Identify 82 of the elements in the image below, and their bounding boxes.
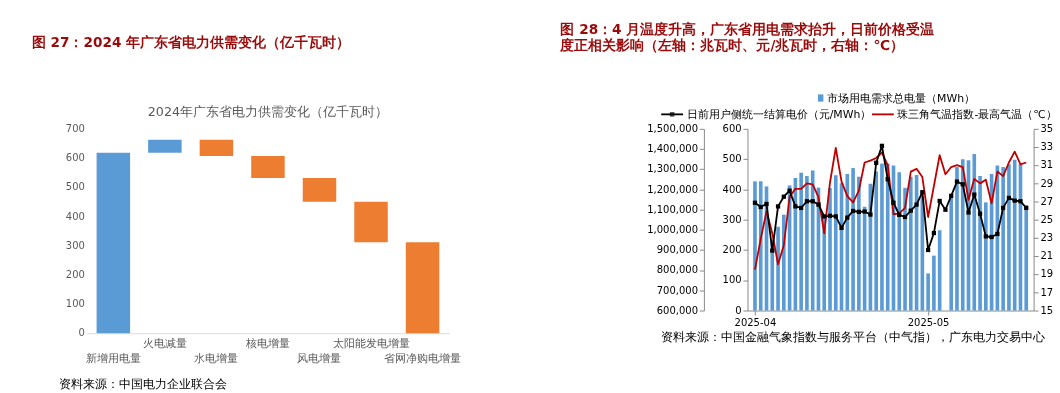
x-tick-label: 核电增量: [244, 337, 290, 351]
y3-tick-label: 300: [722, 213, 742, 225]
y3-tick-label: 200: [722, 244, 742, 256]
x-tick-label: 2025-05: [907, 316, 950, 328]
x-tick-label: 风电增量: [297, 351, 342, 365]
y-tick-label: 700,000: [656, 284, 699, 296]
y3-tick-label: 0: [735, 304, 742, 316]
y2-tick-label: 25: [1040, 213, 1054, 225]
legend-label: 市场用电需求总电量（MWh）: [827, 91, 976, 105]
bar: [251, 156, 285, 178]
y-tick-label: 200: [65, 269, 85, 281]
y2-tick-label: 19: [1040, 268, 1054, 280]
y-tick-label: 0: [78, 327, 85, 339]
point: [793, 204, 798, 209]
legend-label: 日前用户侧统一结算电价（元/MWh）: [686, 107, 872, 121]
y-tick-label: 400: [65, 210, 85, 222]
point: [972, 192, 977, 197]
point: [833, 214, 838, 219]
point: [787, 188, 792, 193]
point: [839, 225, 844, 231]
y2-tick-label: 29: [1040, 177, 1054, 189]
point: [816, 202, 821, 207]
y-tick-label: 1,000,000: [647, 223, 699, 235]
y2-tick-label: 31: [1040, 159, 1054, 171]
y-tick-label: 100: [65, 298, 85, 310]
point: [891, 200, 896, 205]
y-tick-label: 600: [65, 152, 85, 164]
x-tick-label: 太阳能发电增量: [332, 337, 410, 351]
bar: [405, 242, 440, 334]
y3-tick-label: 600: [722, 123, 742, 135]
y-tick-label: 1,400,000: [647, 143, 699, 155]
point: [1018, 199, 1023, 204]
bar: [199, 139, 234, 157]
x-tick-label: 2025-04: [734, 316, 777, 328]
point: [995, 231, 1000, 237]
x-tick-label: 火电减量: [142, 337, 187, 351]
point: [943, 207, 948, 212]
legend-label: 珠三角气温指数-最高气温（℃）: [897, 107, 1057, 121]
x-tick-label: 省网净购电增量: [384, 351, 462, 365]
point: [966, 210, 971, 215]
y-tick-label: 900,000: [656, 244, 699, 256]
y2-tick-label: 27: [1040, 195, 1054, 207]
y3-tick-label: 400: [722, 183, 742, 195]
point: [954, 179, 960, 184]
point: [822, 214, 827, 219]
y-tick-label: 1,500,000: [647, 123, 699, 135]
y2-tick-label: 35: [1040, 123, 1054, 135]
text: 资料来源：中国金融气象指数与服务平台（中气指），广东电力交易中心: [661, 330, 1046, 345]
chart-title: 图 28：4 月温度升高，广东省用电需求抬升，日前价格受温度正相关影响（左轴：兆瓦时、元/兆瓦时，右轴：℃）: [559, 21, 935, 53]
point: [914, 202, 919, 207]
y-tick-label: 1,300,000: [647, 163, 699, 175]
chart-title: 图 27：2024 年广东省电力供需变化（亿千瓦时）: [31, 34, 351, 51]
y2-tick-label: 33: [1040, 141, 1054, 153]
y2-tick-label: 23: [1040, 232, 1054, 244]
point: [845, 215, 850, 220]
chart-subtitle: 2024年广东省电力供需变化（亿千瓦时）: [147, 104, 389, 120]
y-tick-label: 500: [65, 181, 85, 193]
bar: [354, 201, 388, 243]
x-tick-label: 新增用电量: [85, 351, 141, 365]
bar: [148, 139, 182, 153]
y3-tick-label: 100: [722, 274, 742, 286]
bar: [96, 152, 131, 334]
y-tick-label: 600,000: [656, 304, 699, 316]
point: [862, 209, 867, 214]
y-tick-label: 800,000: [656, 264, 699, 276]
y2-tick-label: 21: [1040, 250, 1054, 262]
point: [770, 248, 775, 253]
y-tick-label: 1,200,000: [647, 183, 699, 195]
point: [989, 234, 994, 240]
y2-tick-label: 17: [1040, 286, 1054, 298]
line-series: [754, 147, 1028, 271]
y-tick-label: 1,100,000: [647, 203, 699, 215]
point: [775, 204, 781, 209]
y-tick-label: 300: [65, 239, 85, 251]
point: [764, 201, 769, 207]
text: 资料来源：中国电力企业联合会: [59, 376, 228, 391]
x-tick-label: 水电增量: [194, 351, 239, 365]
y2-tick-label: 15: [1040, 304, 1054, 316]
point: [868, 212, 873, 217]
y3-tick-label: 500: [722, 153, 742, 165]
y-tick-label: 700: [65, 123, 85, 135]
bar: [302, 177, 337, 202]
